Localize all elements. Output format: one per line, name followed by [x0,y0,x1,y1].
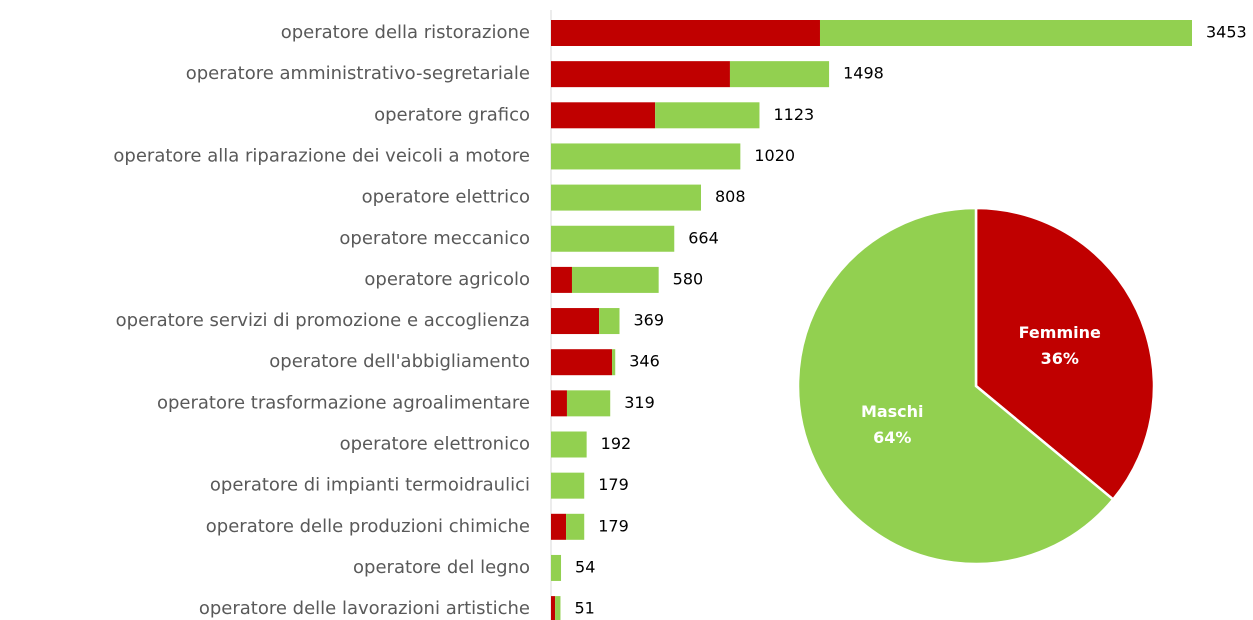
bar-segment [599,308,620,335]
category-label: operatore trasformazione agroalimentare [157,392,530,413]
category-label: operatore di impianti termoidraulici [210,475,530,496]
bar-segment [551,225,675,252]
total-label: 192 [601,434,632,453]
category-label: operatore elettronico [340,434,530,455]
bar-segment [551,20,820,46]
bar-segment [566,390,611,417]
total-label: 51 [574,599,594,618]
bar-segment [551,308,600,335]
slice-value-label: 64% [873,428,911,447]
total-label: 1020 [754,146,795,165]
slice-label: Maschi [861,402,924,421]
pie-slice [974,206,1156,502]
bar-segment [551,349,613,376]
total-label: 664 [688,228,719,247]
total-label: 3453 [1206,23,1247,42]
bar-segment [551,102,656,129]
bar-segment [551,184,701,211]
category-label: operatore meccanico [339,228,530,249]
total-label: 808 [715,187,746,206]
bar-segment [571,266,659,293]
bar-segment [551,554,562,581]
total-label: 179 [598,475,629,494]
total-label: 54 [575,557,595,576]
bar-segment [612,349,616,376]
category-label: operatore dell'abbigliamento [269,351,530,372]
category-label: operatore agricolo [364,269,530,290]
category-label: operatore delle produzioni chimiche [206,516,530,537]
total-label: 346 [629,352,660,371]
bar-segment [551,472,585,499]
bar-segment [729,61,830,88]
bar-segment [551,390,567,417]
bar-segment [551,143,741,170]
pie-slice [796,206,1115,566]
bar-segment [555,596,561,620]
total-label: 580 [673,269,704,288]
bar-segment [655,102,760,129]
total-label: 1123 [773,105,814,124]
total-label: 319 [624,393,655,412]
total-label: 1498 [843,64,884,83]
category-label: operatore delle lavorazioni artistiche [199,598,530,619]
total-label: 179 [598,516,629,535]
bar-segment [819,20,1192,46]
bar-segment [551,513,567,540]
bar-segment [551,266,572,293]
category-label: operatore elettrico [362,187,530,208]
category-label: operatore alla riparazione dei veicoli a… [113,145,530,166]
bar-segment [551,431,587,458]
bar-segment [551,61,730,88]
total-label: 369 [633,311,664,330]
category-label: operatore della ristorazione [281,22,530,43]
category-label: operatore del legno [353,557,530,578]
category-label: operatore amministrativo-segretariale [186,63,530,84]
slice-value-label: 36% [1041,349,1079,368]
slice-label: Femmine [1019,323,1101,342]
bar-segment [551,596,556,620]
category-label: operatore servizi di promozione e accogl… [116,310,530,331]
category-label: operatore grafico [374,104,530,125]
bar-segment [566,513,585,540]
